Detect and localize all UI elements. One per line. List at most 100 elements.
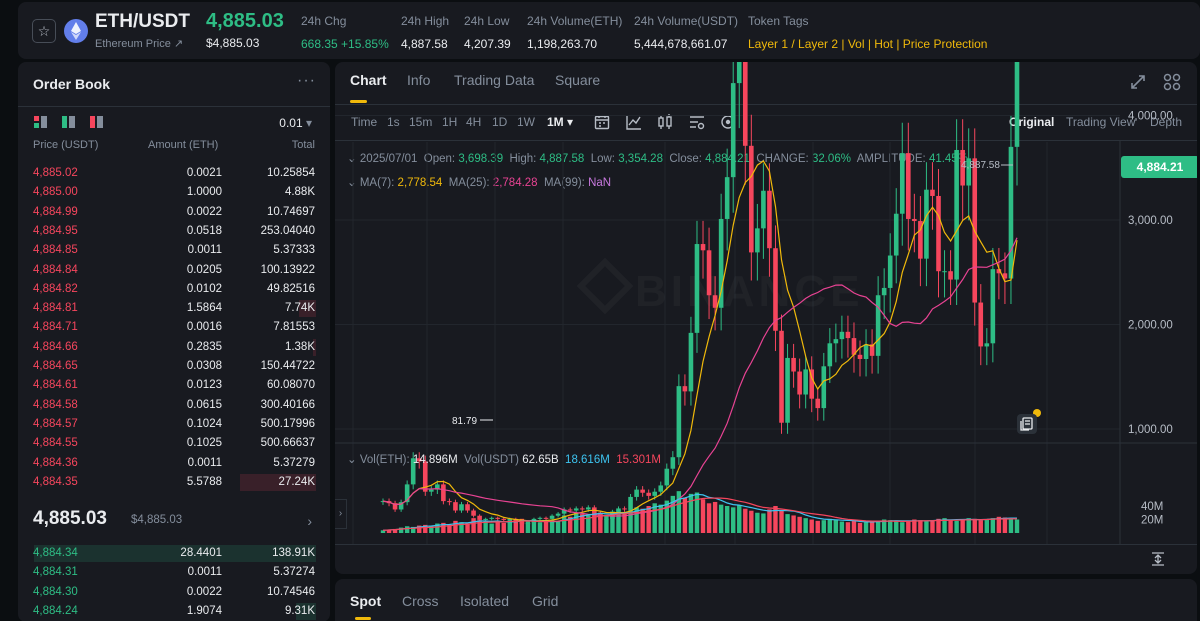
- notes-icon[interactable]: [1017, 414, 1037, 434]
- timeframe-1w[interactable]: 1W: [517, 115, 535, 129]
- symbol-subtitle-link[interactable]: Ethereum Price ↗: [95, 38, 184, 50]
- price-chart[interactable]: 4,000.00 3,000.00 2,000.00 1,000.00 40M 20M 20…: [335, 62, 1197, 544]
- ask-row[interactable]: 4,884.85 0.0011 5.37333: [18, 241, 330, 260]
- ask-row[interactable]: 4,884.71 0.0016 7.81553: [18, 318, 330, 337]
- candle: [912, 218, 917, 222]
- bid-row[interactable]: 4,884.24 1.9074 9.31K: [18, 602, 330, 621]
- ask-row[interactable]: 4,884.58 0.0615 300.40166: [18, 396, 330, 415]
- volume-bar: [567, 516, 573, 533]
- favorite-star-icon[interactable]: ☆: [32, 19, 56, 43]
- volume-bar: [857, 522, 863, 533]
- stat-token-tags[interactable]: Token Tags Layer 1 / Layer 2 | Vol | Hot …: [748, 14, 988, 51]
- chevron-right-icon[interactable]: ›: [307, 513, 312, 529]
- view-trading-view[interactable]: Trading View: [1066, 115, 1136, 129]
- layout-grid-icon[interactable]: [1163, 73, 1181, 91]
- volume-bar: [984, 519, 990, 533]
- stat-24h-high: 24h High 4,887.58: [401, 14, 450, 51]
- ask-row[interactable]: 4,884.65 0.0308 150.44722: [18, 357, 330, 376]
- timeframe-time[interactable]: Time: [351, 115, 378, 129]
- bid-row[interactable]: 4,884.31 0.0011 5.37274: [18, 563, 330, 582]
- y-tick-label: 3,000.00: [1128, 215, 1173, 227]
- timeframe-4h[interactable]: 4H: [466, 115, 482, 129]
- order-book-mode-bids-icon[interactable]: [62, 116, 76, 128]
- ask-row[interactable]: 4,884.55 0.1025 500.66637: [18, 434, 330, 453]
- candlestick-type-icon[interactable]: [656, 113, 674, 131]
- ask-row[interactable]: 4,884.82 0.0102 49.82516: [18, 280, 330, 299]
- view-depth[interactable]: Depth: [1150, 115, 1183, 129]
- row-total: 5.37279: [273, 456, 315, 469]
- candle: [579, 508, 585, 510]
- volume-bar: [779, 510, 784, 533]
- order-book-mode-asks-icon[interactable]: [90, 116, 104, 128]
- candle: [471, 510, 476, 516]
- candle-date: 2025/07/01: [359, 153, 418, 165]
- ask-row[interactable]: 4,884.57 0.1024 500.17996: [18, 415, 330, 434]
- depth-bar: [313, 338, 316, 356]
- order-book-mode-both-icon[interactable]: [34, 116, 48, 128]
- ma7-label: MA(7):: [359, 177, 395, 189]
- tab-cross[interactable]: Cross: [402, 593, 439, 609]
- view-original[interactable]: Original: [1009, 115, 1055, 129]
- vol-eth-label: Vol(ETH):: [359, 454, 410, 466]
- candle: [616, 508, 621, 512]
- ma99-label: MA(99):: [543, 177, 585, 189]
- candle: [410, 458, 416, 485]
- tab-square[interactable]: Square: [555, 72, 601, 88]
- ask-row[interactable]: 4,884.81 1.5864 7.74K: [18, 299, 330, 318]
- row-total: 27.24K: [278, 475, 315, 488]
- candle: [404, 484, 410, 503]
- timeframe-15m[interactable]: 15m: [409, 115, 433, 129]
- timeframe-1s[interactable]: 1s: [387, 115, 400, 129]
- candle: [978, 302, 984, 347]
- volume-bar: [785, 514, 790, 533]
- tab-isolated[interactable]: Isolated: [460, 593, 510, 609]
- active-tab-underline: [350, 100, 367, 103]
- tab-trading-data[interactable]: Trading Data: [454, 72, 535, 88]
- chevron-down-icon: ⌄: [347, 177, 357, 189]
- timeframe-1m[interactable]: 1M ▾: [547, 115, 574, 129]
- scale-reset-icon[interactable]: [1150, 551, 1166, 567]
- candle: [821, 366, 827, 409]
- row-amount: 0.0102: [186, 282, 222, 295]
- expand-icon[interactable]: [1129, 73, 1147, 91]
- row-total: 253.04040: [260, 224, 315, 237]
- bid-row[interactable]: 4,884.30 0.0022 10.74546: [18, 583, 330, 602]
- timeframe-1d[interactable]: 1D: [492, 115, 508, 129]
- ask-row[interactable]: 4,884.66 0.2835 1.38K: [18, 338, 330, 357]
- timeframe-1h[interactable]: 1H: [442, 115, 458, 129]
- ask-row[interactable]: 4,884.36 0.0011 5.37279: [18, 454, 330, 473]
- more-options-icon[interactable]: ···: [297, 72, 316, 89]
- divider: [18, 106, 330, 107]
- collapse-panel-button[interactable]: ›: [335, 499, 347, 529]
- depth-bar: [239, 473, 316, 491]
- candle: [513, 518, 519, 523]
- ask-row[interactable]: 4,884.95 0.0518 253.04040: [18, 222, 330, 241]
- ask-row[interactable]: 4,884.35 5.5788 27.24K: [18, 473, 330, 492]
- tab-info[interactable]: Info: [407, 72, 431, 88]
- ask-row[interactable]: 4,884.99 0.0022 10.74697: [18, 203, 330, 222]
- mid-price[interactable]: 4,885.03 $4,885.03: [33, 508, 183, 529]
- ask-row[interactable]: 4,884.61 0.0123 60.08070: [18, 376, 330, 395]
- chart-settings-icon[interactable]: [688, 113, 706, 131]
- bid-row[interactable]: 4,884.34 28.4401 138.91K: [18, 544, 330, 563]
- tab-chart[interactable]: Chart: [350, 72, 387, 88]
- tab-spot[interactable]: Spot: [350, 593, 382, 609]
- symbol-title[interactable]: ETH/USDT: [95, 11, 190, 32]
- row-total: 500.66637: [260, 437, 315, 450]
- ask-row[interactable]: 4,885.00 1.0000 4.88K: [18, 183, 330, 202]
- volume-bar: [465, 523, 470, 533]
- tab-grid[interactable]: Grid: [532, 593, 559, 609]
- indicator-chart-icon[interactable]: [625, 113, 643, 131]
- precision-select[interactable]: 0.01 ▾: [279, 116, 312, 130]
- volume-bar: [815, 520, 820, 533]
- candle: [869, 344, 875, 356]
- candle: [773, 248, 778, 331]
- ask-row[interactable]: 4,884.84 0.0205 100.13922: [18, 261, 330, 280]
- depth-bar: [296, 602, 316, 620]
- calendar-icon[interactable]: [593, 113, 611, 131]
- volume-bar: [706, 503, 712, 533]
- volume-bar: [417, 525, 422, 533]
- candle: [887, 255, 893, 288]
- ask-row[interactable]: 4,885.02 0.0021 10.25854: [18, 164, 330, 183]
- row-total: 4.88K: [284, 186, 315, 199]
